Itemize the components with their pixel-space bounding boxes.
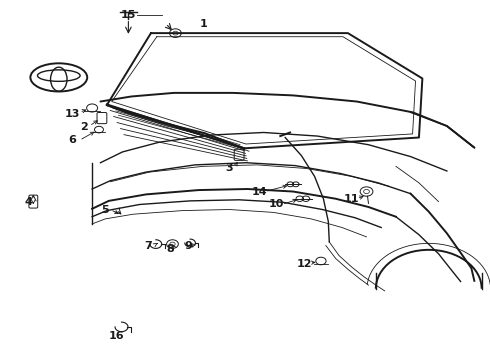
Text: 10: 10: [269, 199, 285, 210]
Text: 11: 11: [344, 194, 360, 204]
Text: 2: 2: [80, 122, 88, 132]
Text: 14: 14: [252, 186, 268, 197]
Text: 4: 4: [24, 197, 32, 207]
Text: 16: 16: [109, 330, 124, 341]
Text: 1: 1: [199, 19, 207, 30]
Text: 8: 8: [167, 244, 174, 254]
Text: 9: 9: [185, 240, 193, 251]
Text: 13: 13: [65, 109, 80, 120]
Text: 6: 6: [69, 135, 76, 145]
Text: 3: 3: [225, 163, 233, 174]
Text: 12: 12: [297, 258, 313, 269]
Text: 15: 15: [121, 10, 136, 20]
Text: 5: 5: [101, 204, 109, 215]
Text: 7: 7: [144, 240, 152, 251]
